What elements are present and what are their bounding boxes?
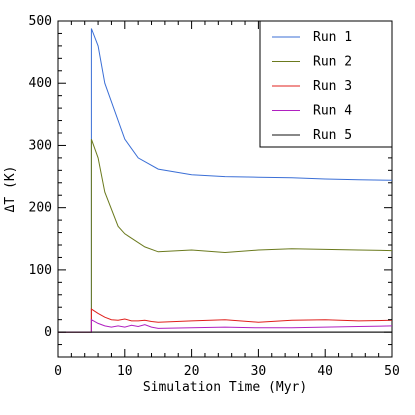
legend-label: Run 2 (313, 55, 352, 70)
x-tick-label: 40 (317, 364, 333, 379)
y-axis-label: ΔT (K) (3, 166, 18, 213)
x-tick-label: 50 (384, 364, 400, 379)
x-tick-label: 20 (184, 364, 200, 379)
y-tick-labels: 0 100 200 300 400 500 (29, 14, 52, 340)
series-line-run-4 (58, 318, 393, 333)
y-tick-label: 400 (29, 76, 52, 91)
series-group (58, 28, 393, 333)
series-line-run-2 (58, 139, 393, 333)
series-line-run-1 (58, 28, 393, 333)
y-tick-label: 500 (29, 14, 52, 29)
legend-items: Run 1 Run 2 Run 3 Run 4 Run 5 (272, 30, 352, 143)
x-tick-label: 30 (251, 364, 267, 379)
legend-label: Run 4 (313, 104, 352, 119)
x-tick-label: 10 (117, 364, 133, 379)
legend: Run 1 Run 2 Run 3 Run 4 Run 5 (259, 20, 393, 148)
x-tick-labels: 0 10 20 30 40 50 (54, 364, 400, 379)
y-tick-label: 300 (29, 138, 52, 153)
y-tick-label: 100 (29, 263, 52, 278)
y-tick-label: 200 (29, 201, 52, 216)
y-tick-label: 0 (44, 325, 52, 340)
legend-label: Run 1 (313, 30, 352, 45)
legend-label: Run 5 (313, 128, 352, 143)
x-axis-label: Simulation Time (Myr) (143, 380, 307, 395)
series-line-run-3 (58, 308, 393, 333)
x-tick-label: 0 (54, 364, 62, 379)
legend-box (259, 20, 393, 148)
legend-label: Run 3 (313, 79, 352, 94)
